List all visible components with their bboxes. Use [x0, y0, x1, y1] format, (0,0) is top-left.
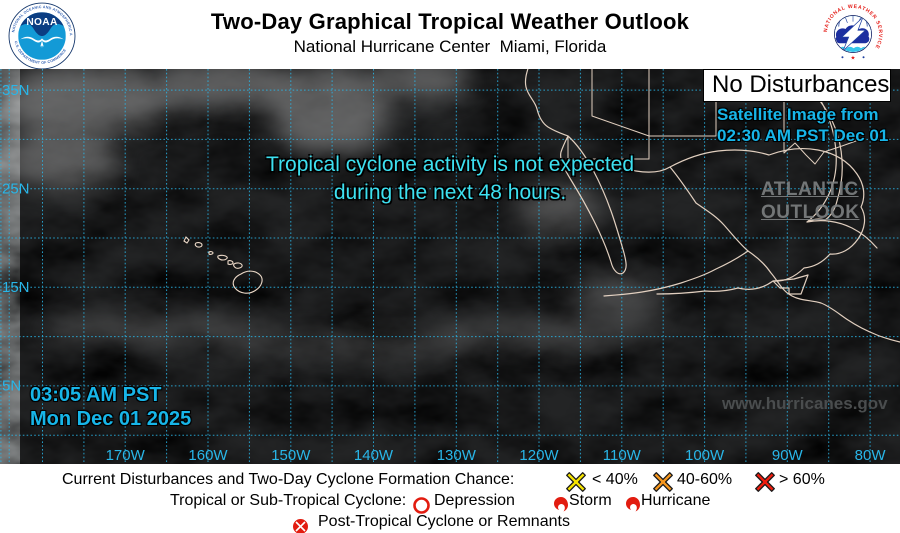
svg-text:120W: 120W — [519, 447, 559, 464]
svg-text:5N: 5N — [2, 378, 21, 395]
svg-text:90W: 90W — [772, 447, 804, 464]
svg-text:130W: 130W — [437, 447, 477, 464]
svg-text:110W: 110W — [603, 447, 642, 464]
svg-text:★: ★ — [850, 55, 855, 62]
svg-text:15N: 15N — [2, 279, 30, 296]
svg-text:80W: 80W — [855, 447, 887, 464]
svg-text:160W: 160W — [188, 447, 228, 464]
svg-text:NOAA: NOAA — [26, 17, 58, 28]
svg-text:100W: 100W — [685, 447, 725, 464]
svg-text:140W: 140W — [354, 447, 394, 464]
svg-text:170W: 170W — [106, 447, 146, 464]
svg-text:150W: 150W — [271, 447, 311, 464]
svg-text:35N: 35N — [2, 82, 30, 99]
